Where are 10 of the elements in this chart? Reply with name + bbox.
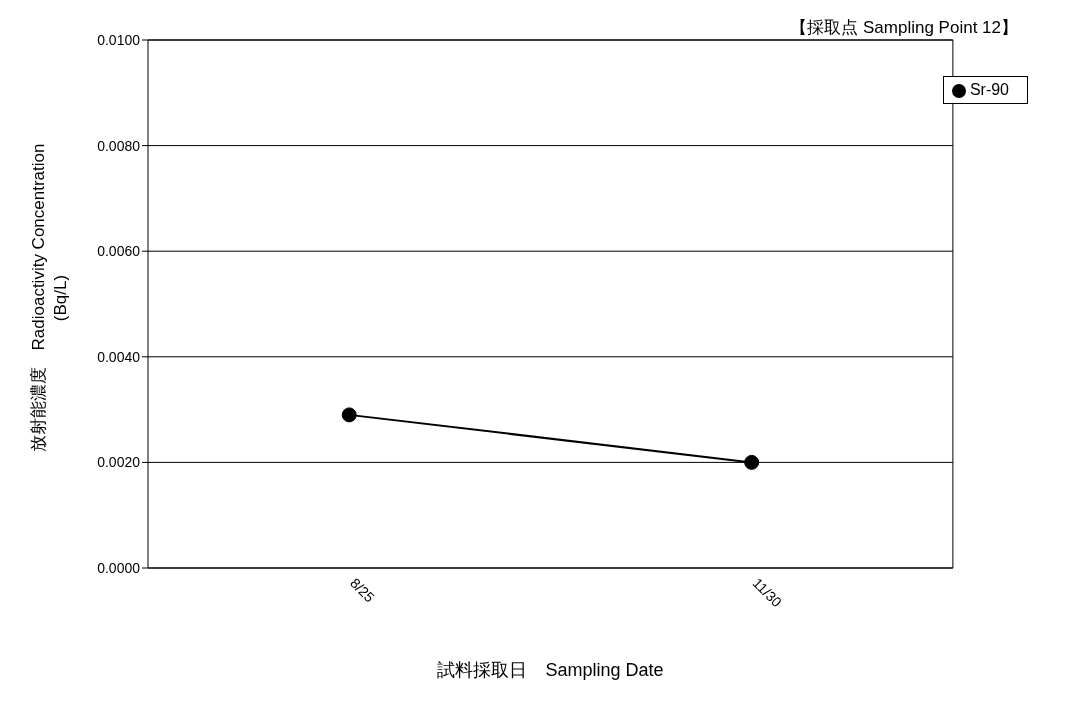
y-tick-label: 0.0060 xyxy=(97,243,141,260)
y-tick-label: 0.0020 xyxy=(97,454,141,471)
y-tick-label: 0.0100 xyxy=(97,31,141,48)
y-tick-label: 0.0080 xyxy=(97,137,141,154)
chart-title: 【採取点 Sampling Point 12】 xyxy=(790,17,1018,39)
legend-label: Sr-90 xyxy=(969,81,1009,98)
x-axis-title: 試料採取日 Sampling Date xyxy=(437,660,664,680)
y-axis-title: 放射能濃度 Radioactivity Concentration (Bq/L) xyxy=(28,143,71,453)
y-tick-label: 0.0000 xyxy=(97,559,141,576)
y-tick-label: 0.0040 xyxy=(97,348,141,365)
